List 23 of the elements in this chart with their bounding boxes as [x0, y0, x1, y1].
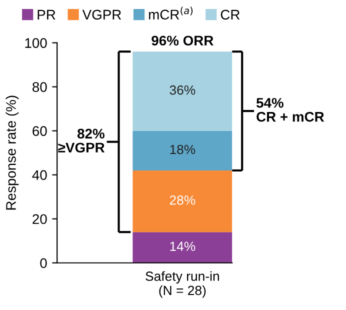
text: 54% CR + mCR	[256, 98, 324, 122]
y-axis-title: Response rate (%)	[6, 96, 19, 210]
legend-label: VGPR	[82, 10, 122, 20]
data-label: 18%	[170, 144, 196, 154]
y-tick-label: 20	[32, 214, 47, 224]
text: 82% ≥VGPR	[58, 128, 105, 153]
y-tick-label: 40	[32, 170, 47, 180]
legend-label: CR	[220, 10, 240, 20]
bar	[132, 232, 232, 263]
data-label: 14%	[170, 242, 196, 251]
x-tick-label: Safety run-in (N = 28)	[146, 271, 219, 298]
y-tick-label: 0	[40, 258, 47, 268]
data-label: 28%	[170, 195, 196, 205]
bar	[132, 52, 232, 131]
legend-label: PR	[38, 10, 56, 20]
legend-label: mCR$^{(a)}$	[148, 6, 193, 20]
data-label: 36%	[170, 85, 196, 95]
annotation: 96% ORR	[152, 36, 214, 46]
y-tick-label: 100	[25, 38, 47, 48]
bar	[132, 130, 232, 170]
bar	[132, 170, 232, 232]
y-tick-label: 60	[32, 126, 47, 136]
y-tick-label: 80	[32, 82, 47, 92]
